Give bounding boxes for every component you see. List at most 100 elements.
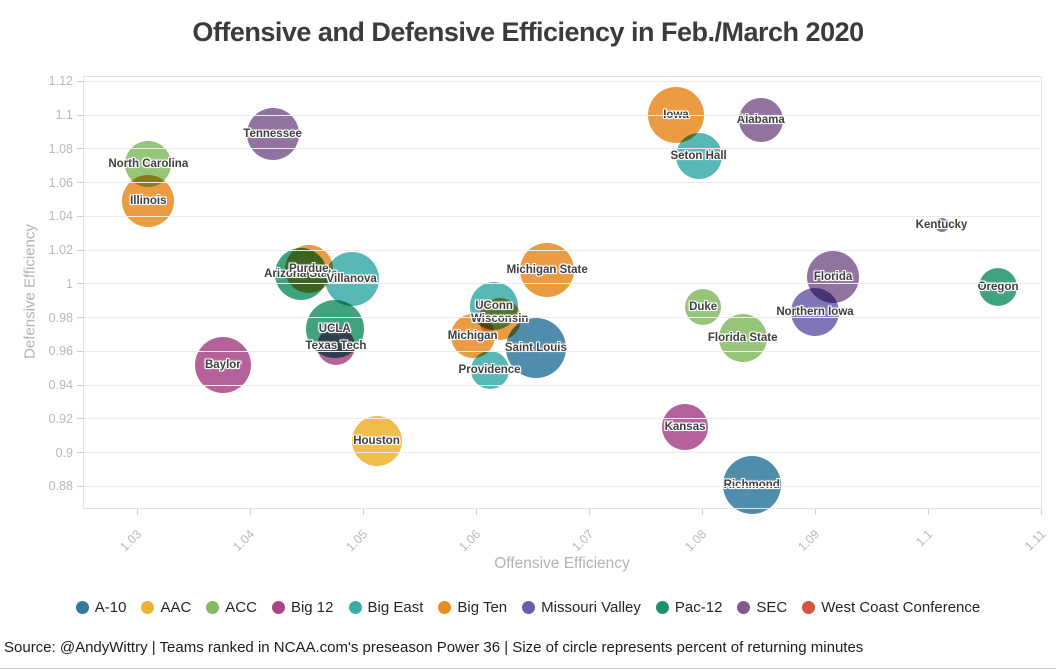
legend-item-acc[interactable]: ACC [206,599,257,616]
x-tick-label-1.1: 1.1 [912,527,935,550]
legend-dot-icon [802,601,816,614]
legend-dot-icon [655,601,669,614]
team-label-northern-iowa: Northern Iowa [776,306,854,319]
bubble-saint-louis[interactable] [505,317,566,378]
legend-dot-icon [737,601,751,614]
legend-dot-icon [141,601,155,614]
team-label-ucla: UCLA [318,323,351,336]
legend-dot-icon [75,601,89,614]
x-tick-label-1.04: 1.04 [229,527,257,555]
team-label-richmond: Richmond [723,478,780,491]
y-tick-label-0.92: 0.92 [48,411,73,426]
bubble-kansas[interactable] [662,404,709,451]
bubble-villanova[interactable] [324,251,379,306]
bubble-seton-hall[interactable] [675,132,722,179]
gridline-y-0.94 [83,384,1042,386]
legend-label: Pac-12 [674,599,723,616]
team-label-kentucky: Kentucky [915,218,968,231]
legend-label: Big Ten [457,599,508,616]
bubble-houston[interactable] [351,415,402,466]
x-tick-mark-1.06 [475,509,477,515]
y-tick-mark-0.9 [77,452,83,453]
chart-title: Offensive and Defensive Efficiency in Fe… [192,17,864,47]
legend-item-big-ten[interactable]: Big Ten [438,599,507,616]
legend-label: A-10 [94,599,127,616]
bubble-oregon[interactable] [979,268,1018,307]
bubble-tennessee[interactable] [246,107,299,160]
gridline-y-1.12 [83,80,1042,82]
y-tick-label-0.96: 0.96 [48,344,73,359]
gridline-y-1 [83,283,1042,285]
team-label-baylor: Baylor [204,358,241,371]
x-tick-label-1.03: 1.03 [116,527,144,555]
y-tick-mark-0.94 [77,384,83,386]
y-tick-mark-0.92 [77,418,83,420]
y-tick-label-1.04: 1.04 [48,209,73,224]
legend-dot-icon [438,601,452,614]
gridline-y-1.1 [83,114,1042,116]
legend-label: Missouri Valley [541,599,641,616]
legend-label: West Coast Conference [821,599,981,616]
conference-legend: A-10 AAC ACC Big 12 Big East Big Ten Missouri … [0,599,1056,616]
team-label-seton-hall: Seton Hall [670,149,727,162]
x-tick-label-1.07: 1.07 [568,527,596,555]
y-tick-label-0.98: 0.98 [48,310,73,325]
legend-item-west-coast-conference[interactable]: West Coast Conference [802,599,980,616]
legend-item-missouri-valley[interactable]: Missouri Valley [522,599,641,616]
team-label-uconn: UConn [475,299,513,312]
x-tick-label-1.11: 1.11 [1021,527,1048,554]
bubble-florida[interactable] [807,251,860,303]
team-label-wisconsin: Wisconsin [471,313,529,326]
gridline-y-0.88 [83,485,1042,487]
bubble-kentucky[interactable] [934,217,949,232]
team-label-texas-tech: Texas Tech [305,340,367,353]
legend-label: Big East [367,599,424,616]
team-label-purdue: Purdue [288,262,329,275]
bubble-michigan[interactable] [450,314,495,359]
x-tick-mark-1.07 [588,509,590,515]
y-tick-mark-0.98 [77,317,83,318]
y-tick-mark-1.1 [77,114,83,116]
team-label-michigan: Michigan [447,330,498,343]
y-tick-label-1.08: 1.08 [48,141,73,156]
y-tick-label-1.02: 1.02 [48,243,73,257]
x-axis-title: Offensive Efficiency [494,555,630,572]
team-label-florida: Florida [813,271,853,283]
team-label-houston: Houston [353,434,400,447]
gridline-y-0.92 [83,418,1042,420]
x-tick-mark-1.11 [1040,509,1042,515]
bubble-illinois[interactable] [122,175,175,228]
x-tick-mark-1.08 [701,509,703,515]
bubble-alabama[interactable] [738,98,783,143]
y-tick-mark-1.04 [77,215,83,217]
legend-item-pac-12[interactable]: Pac-12 [655,599,723,616]
x-tick-label-1.05: 1.05 [342,527,370,555]
bubble-michigan-state[interactable] [520,243,575,298]
x-tick-label-1.06: 1.06 [455,527,483,555]
y-tick-mark-1.12 [77,80,83,82]
x-tick-mark-1.04 [249,509,251,515]
plot-frame [83,76,1042,509]
team-label-michigan-state: Michigan State [506,264,588,277]
gridline-y-0.98 [83,317,1042,318]
x-tick-mark-1.03 [136,509,138,515]
gridline-y-1.08 [83,148,1042,150]
legend-item-aac[interactable]: AAC [141,599,191,616]
gridline-y-0.96 [83,350,1042,352]
team-label-north-carolina: North Carolina [108,157,189,170]
team-label-villanova: Villanova [326,272,377,285]
bottom-divider [0,668,1056,669]
bubble-richmond[interactable] [722,455,781,514]
bubble-baylor[interactable] [194,336,251,393]
bubble-providence[interactable] [470,350,509,389]
bubble-florida-state[interactable] [718,313,767,362]
gridline-y-0.9 [83,452,1042,453]
bubble-duke[interactable] [685,289,722,326]
legend-item-a-10[interactable]: A-10 [75,599,127,616]
bubble-texas-tech[interactable] [316,327,355,366]
y-tick-mark-1.02 [77,249,83,251]
legend-item-big-12[interactable]: Big 12 [271,599,334,616]
legend-item-sec[interactable]: SEC [737,599,787,616]
legend-item-big-east[interactable]: Big East [348,599,424,616]
